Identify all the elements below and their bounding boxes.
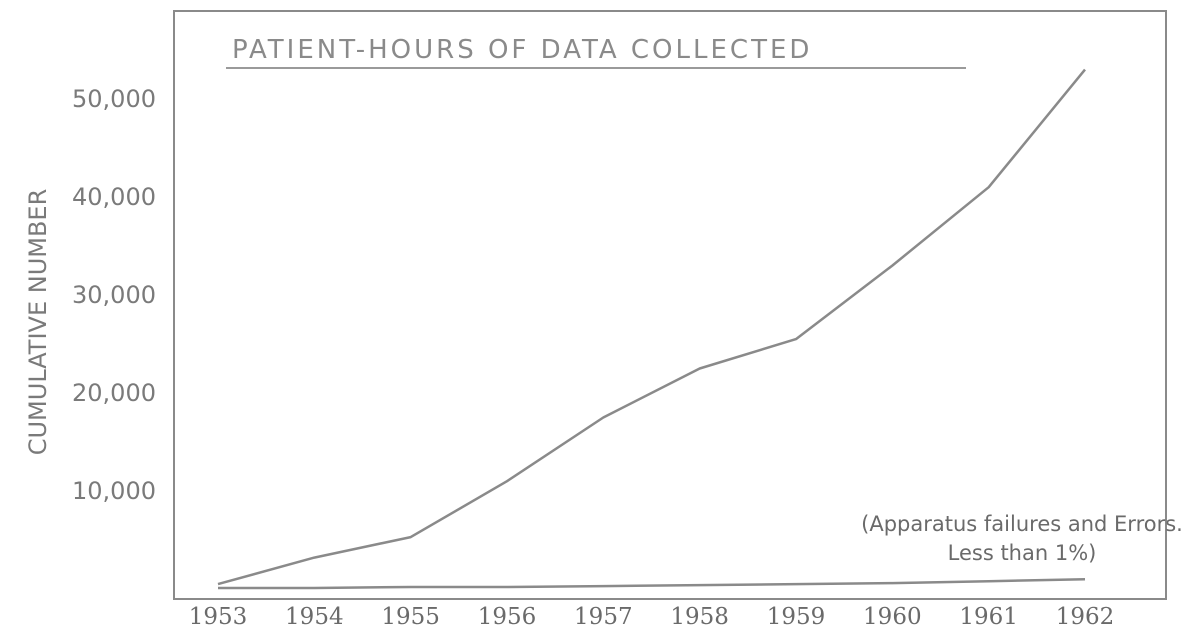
x-tick-label: 1960 bbox=[863, 604, 922, 630]
x-tick-labels: 1953 1954 1955 1956 1957 1958 1959 1960 1961 1962 bbox=[189, 604, 1115, 630]
annotation-line-1: (Apparatus failures and Errors. bbox=[861, 512, 1183, 536]
x-tick-label: 1957 bbox=[574, 604, 633, 630]
series-line-failures bbox=[218, 577, 1086, 590]
x-tick-label: 1959 bbox=[767, 604, 826, 630]
y-tick-label: 50,000 bbox=[72, 85, 156, 113]
series-layer bbox=[217, 68, 1086, 590]
y-axis-label: CUMULATIVE NUMBER bbox=[24, 189, 52, 456]
x-tick-label: 1962 bbox=[1056, 604, 1115, 630]
x-tick-label: 1953 bbox=[189, 604, 248, 630]
x-tick-label: 1954 bbox=[285, 604, 344, 630]
chart-title: PATIENT-HOURS OF DATA COLLECTED bbox=[232, 35, 812, 65]
annotation-line-2: Less than 1%) bbox=[948, 541, 1097, 565]
y-tick-label: 40,000 bbox=[72, 183, 156, 211]
x-tick-label: 1961 bbox=[959, 604, 1018, 630]
x-tick-label: 1955 bbox=[381, 604, 440, 630]
x-tick-label: 1958 bbox=[670, 604, 729, 630]
y-tick-label: 10,000 bbox=[72, 477, 156, 505]
plot-frame bbox=[173, 10, 1167, 600]
y-tick-label: 30,000 bbox=[72, 281, 156, 309]
series-line-patient-hours bbox=[217, 68, 1086, 586]
x-tick-label: 1956 bbox=[478, 604, 537, 630]
y-tick-label: 20,000 bbox=[72, 379, 156, 407]
y-tick-labels: 10,000 20,000 30,000 40,000 50,000 bbox=[72, 85, 156, 505]
